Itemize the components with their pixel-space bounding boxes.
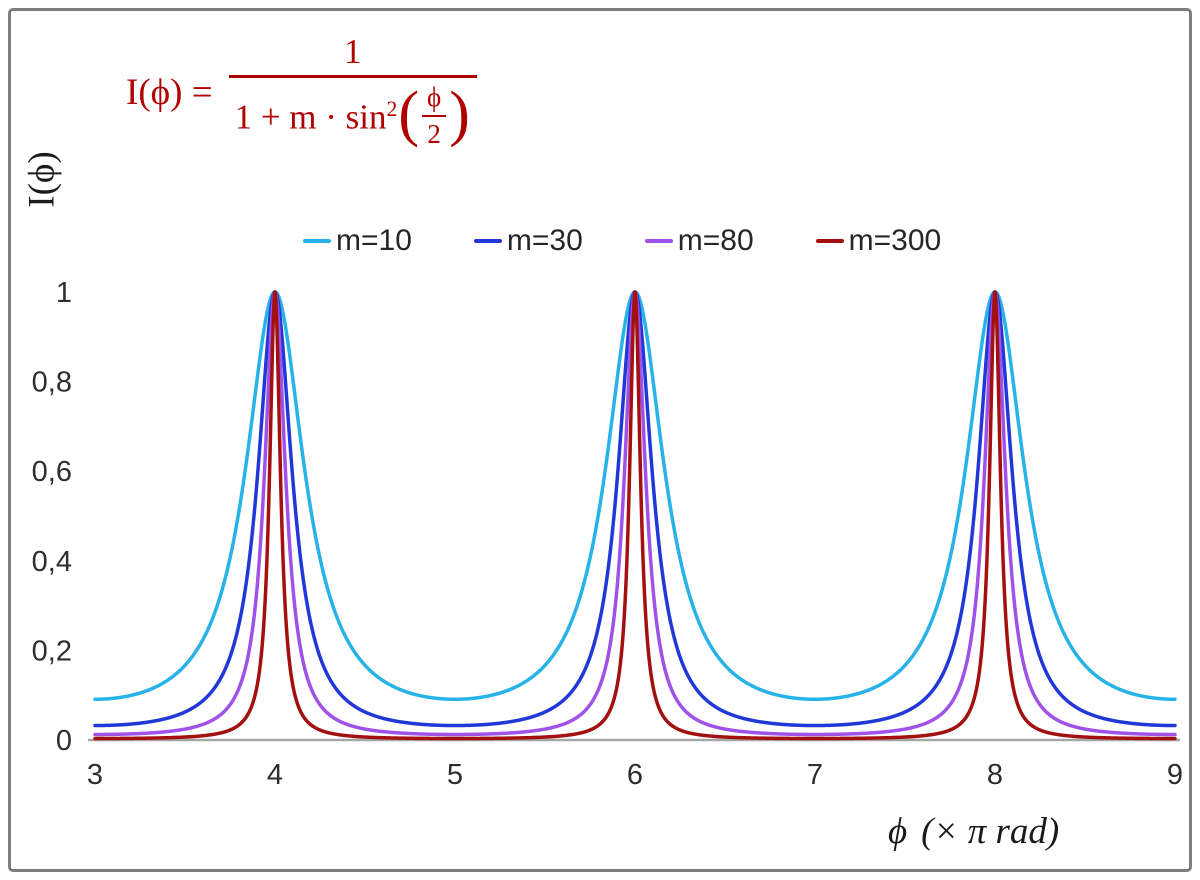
formula-numerator: 1: [343, 32, 362, 71]
x-tick-label: 7: [807, 759, 823, 791]
x-tick-label: 3: [87, 759, 103, 791]
x-axis-title: ϕ (× π rad): [888, 810, 1059, 853]
y-tick-label: 0,8: [32, 367, 72, 399]
formula-lhs: I(ϕ) =: [126, 71, 213, 113]
curve-m80: [93, 290, 1177, 737]
formula-annotation: I(ϕ) = 1 1 + m · sin2 ( ϕ 2 ): [126, 34, 477, 150]
y-tick-label: 0,4: [32, 546, 72, 578]
legend-swatch-m80: [644, 238, 673, 244]
legend-item-m80: m=80: [644, 224, 754, 258]
curve-m30: [93, 290, 1177, 728]
y-axis-title: I(ϕ): [21, 151, 63, 208]
formula-fraction: 1 1 + m · sin2 ( ϕ 2 ): [228, 32, 477, 150]
open-paren: (: [398, 80, 420, 148]
x-axis-symbol: ϕ: [888, 811, 908, 852]
x-tick-label: 5: [447, 759, 463, 791]
legend-label: m=30: [506, 224, 583, 257]
x-tick-label: 4: [267, 759, 283, 791]
x-tick-label: 9: [1167, 759, 1183, 791]
y-tick-label: 1: [56, 277, 72, 309]
legend-item-m30: m=30: [473, 224, 583, 258]
legend-label: m=10: [336, 224, 412, 257]
formula-inner-fraction: ϕ 2: [422, 84, 446, 148]
curve-m300: [93, 290, 1177, 741]
y-tick-label: 0: [56, 725, 72, 757]
formula-den-text-wrap: 1 + m · sin2: [234, 97, 398, 138]
close-paren: ): [449, 80, 470, 148]
formula-inner-denominator: 2: [422, 115, 446, 148]
x-tick-label: 8: [987, 759, 1003, 791]
formula-denominator: 1 + m · sin2 ( ϕ 2 ): [228, 75, 477, 150]
legend-item-m10: m=10: [303, 224, 412, 258]
formula-den-text: 1 + m · sin: [234, 98, 387, 138]
legend-swatch-m10: [303, 238, 331, 244]
x-axis-units: (× π rad): [921, 811, 1060, 852]
x-tick-label: 6: [627, 759, 643, 791]
legend: m=10 m=30 m=80 m=300: [303, 224, 941, 258]
legend-item-m300: m=300: [815, 224, 942, 258]
formula-den-exponent: 2: [386, 97, 398, 122]
formula-inner-numerator: ϕ: [427, 82, 442, 112]
legend-swatch-m300: [815, 238, 844, 244]
y-tick-label: 0,6: [32, 456, 72, 488]
y-tick-label: 0,2: [32, 635, 72, 667]
legend-swatch-m30: [473, 238, 502, 244]
legend-label: m=300: [848, 224, 942, 257]
legend-label: m=80: [677, 224, 754, 257]
